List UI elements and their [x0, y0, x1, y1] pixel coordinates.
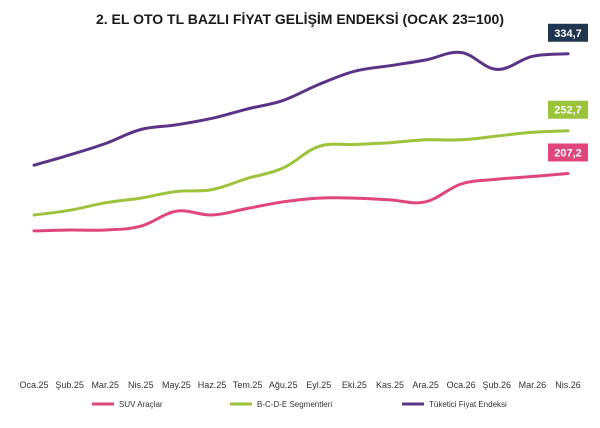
legend-item: Tüketici Fiyat Endeksi — [402, 400, 507, 409]
svg-text:252,7: 252,7 — [554, 105, 582, 117]
x-tick-label: Eki.25 — [342, 380, 367, 390]
x-axis-labels: Oca.25 Şub.25 Mar.25 Nis.25 May.25 Haz.25 Tem.… — [19, 380, 580, 390]
x-tick-label: Haz.25 — [198, 380, 227, 390]
series-line-3 — [32, 50, 570, 167]
x-tick-label: Kas.25 — [376, 380, 404, 390]
svg-text:334,7: 334,7 — [554, 28, 582, 40]
x-tick-label: Ağu.25 — [269, 380, 298, 390]
svg-text:207,2: 207,2 — [554, 147, 582, 159]
legend: SUV Araçlar B-C-D-E Segmentleri Tüketici F… — [92, 400, 507, 409]
end-value-label: 252,7 — [548, 100, 588, 119]
x-tick-label: Tem.25 — [233, 380, 263, 390]
svg-text:SUV Araçlar: SUV Araçlar — [119, 400, 163, 409]
end-value-label: 334,7 — [548, 23, 588, 42]
svg-text:B-C-D-E Segmentleri: B-C-D-E Segmentleri — [257, 400, 332, 409]
legend-item: B-C-D-E Segmentleri — [230, 400, 332, 409]
series-layer — [32, 50, 570, 233]
x-tick-label: Oca.26 — [447, 380, 476, 390]
end-labels: 207,2 252,7 334,7 — [548, 23, 588, 162]
svg-text:Tüketici Fiyat Endeksi: Tüketici Fiyat Endeksi — [429, 400, 507, 409]
series-line-1 — [32, 172, 570, 233]
x-tick-label: Ara.25 — [412, 380, 439, 390]
x-tick-label: Şub.25 — [55, 380, 84, 390]
end-value-label: 207,2 — [548, 143, 588, 162]
x-tick-label: Mar.26 — [519, 380, 547, 390]
x-tick-label: Şub.26 — [483, 380, 512, 390]
x-tick-label: Nis.26 — [555, 380, 581, 390]
x-tick-label: May.25 — [162, 380, 191, 390]
x-tick-label: Mar.25 — [91, 380, 119, 390]
chart-title: 2. EL OTO TL BAZLI FİYAT GELİŞİM ENDEKSİ… — [96, 11, 504, 27]
x-tick-label: Eyl.25 — [306, 380, 331, 390]
x-tick-label: Oca.25 — [19, 380, 48, 390]
x-tick-label: Nis.25 — [128, 380, 154, 390]
legend-item: SUV Araçlar — [92, 400, 163, 409]
series-line-2 — [32, 129, 570, 217]
